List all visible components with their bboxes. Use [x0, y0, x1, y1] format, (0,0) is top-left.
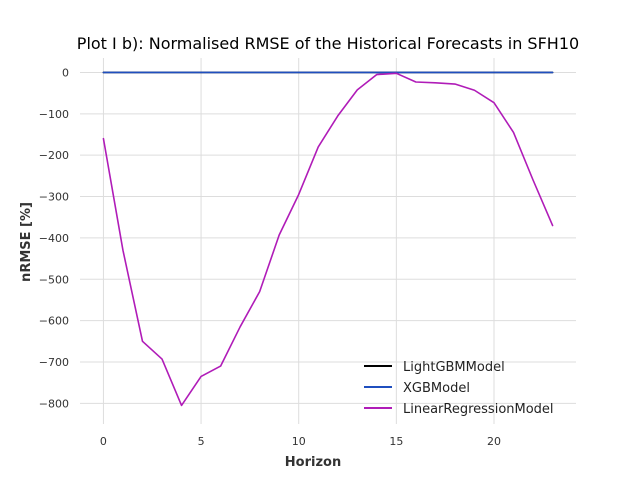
x-axis-label: Horizon: [285, 455, 341, 470]
y-tick-label: 0: [62, 66, 69, 79]
series-line-linearregressionmodel: [102, 72, 554, 407]
y-axis: 0 −100 −200 −300 −400 −500 −600 −700 −800: [39, 66, 69, 410]
series-lines: [102, 71, 554, 407]
legend-label: XGBModel: [403, 381, 470, 396]
x-axis: 0 5 10 15 20: [100, 435, 501, 448]
y-tick-label: −600: [39, 315, 69, 328]
chart-title: Plot I b): Normalised RMSE of the Histor…: [77, 34, 579, 53]
y-tick-label: −200: [39, 149, 69, 162]
x-tick-label: 5: [198, 435, 205, 448]
y-tick-label: −300: [39, 191, 69, 204]
y-tick-label: −400: [39, 232, 69, 245]
legend-label: LightGBMModel: [403, 360, 505, 375]
legend: LightGBMModel XGBModel LinearRegressionMod…: [364, 360, 554, 417]
y-tick-label: −700: [39, 356, 69, 369]
grid: [80, 58, 576, 424]
x-tick-label: 0: [100, 435, 107, 448]
x-tick-label: 20: [487, 435, 501, 448]
legend-label: LinearRegressionModel: [403, 402, 554, 417]
y-axis-label: nRMSE [%]: [19, 202, 34, 282]
x-tick-label: 15: [389, 435, 403, 448]
y-tick-label: −500: [39, 273, 69, 286]
y-tick-label: −800: [39, 397, 69, 410]
x-tick-label: 10: [292, 435, 306, 448]
y-tick-label: −100: [39, 108, 69, 121]
